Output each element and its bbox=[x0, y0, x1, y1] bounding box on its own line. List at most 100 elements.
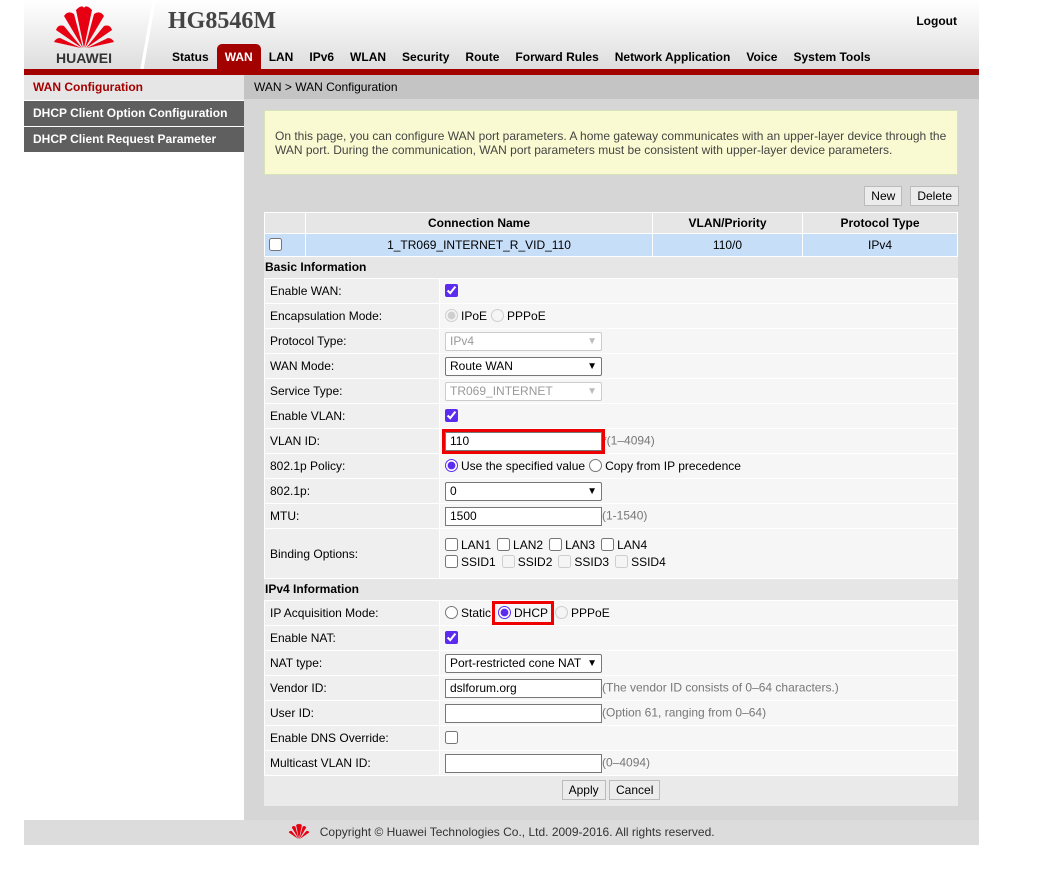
form-row-binding-options: Binding Options: LAN1 LAN2 LAN3 LAN4 SSID1 SSI… bbox=[264, 528, 958, 579]
binding-label: SSID2 bbox=[517, 555, 553, 569]
radio-button[interactable] bbox=[445, 606, 458, 619]
binding-ssid4[interactable]: SSID4 bbox=[615, 555, 666, 569]
divider bbox=[136, 0, 160, 70]
encapsulation-mode-option-ipoe[interactable]: IPoE bbox=[445, 309, 487, 323]
tab-route[interactable]: Route bbox=[465, 50, 500, 64]
binding-options-label: Binding Options: bbox=[264, 528, 440, 579]
encapsulation-mode-value: IPoE PPPoE bbox=[439, 303, 958, 329]
802-1p-policy-label: 802.1p Policy: bbox=[264, 453, 440, 479]
tab-voice[interactable]: Voice bbox=[746, 50, 778, 64]
tab-system-tools[interactable]: System Tools bbox=[793, 50, 871, 64]
nav-underline bbox=[24, 69, 979, 75]
column-header: Protocol Type bbox=[802, 212, 958, 234]
wan-mode-select[interactable]: Route WAN ▼ bbox=[445, 356, 602, 376]
logout-link[interactable]: Logout bbox=[916, 14, 957, 28]
802-1p-policy-option-use-the-specified-value[interactable]: Use the specified value bbox=[445, 459, 585, 473]
binding-checkbox[interactable] bbox=[497, 538, 511, 551]
binding-checkbox[interactable] bbox=[558, 555, 572, 568]
multicast-vlan-id-input[interactable] bbox=[445, 753, 602, 773]
vlan-id-input[interactable]: 110 bbox=[442, 428, 605, 454]
802-1p-value: 0 ▼ bbox=[439, 478, 958, 504]
binding-ssid1[interactable]: SSID1 bbox=[445, 555, 496, 569]
tab-lan[interactable]: LAN bbox=[268, 50, 294, 64]
radio-button[interactable] bbox=[498, 606, 512, 619]
copyright: Copyright © Huawei Technologies Co., Ltd… bbox=[319, 825, 715, 839]
sidebar: WAN Configuration DHCP Client Option Conf… bbox=[24, 75, 244, 820]
binding-lan3[interactable]: LAN3 bbox=[549, 538, 595, 552]
tab-security[interactable]: Security bbox=[402, 50, 450, 64]
option-label: Copy from IP precedence bbox=[605, 459, 741, 473]
service-type-select[interactable]: TR069_INTERNET ▼ bbox=[445, 381, 602, 401]
option-label: Use the specified value bbox=[461, 459, 586, 473]
binding-ssid2[interactable]: SSID2 bbox=[501, 555, 553, 569]
form-row-vendor-id: Vendor ID: dslforum.org (The vendor ID con… bbox=[264, 675, 958, 701]
radio-button[interactable] bbox=[491, 309, 505, 322]
form-row-mtu: MTU: 1500 (1-1540) bbox=[264, 503, 958, 529]
binding-label: SSID4 bbox=[631, 555, 666, 569]
ip-acquisition-mode-option-static[interactable]: Static bbox=[445, 606, 491, 620]
user-id-value: (Option 61, ranging from 0–64) bbox=[439, 700, 958, 726]
radio-button[interactable] bbox=[445, 459, 458, 472]
multicast-vlan-id-label: Multicast VLAN ID: bbox=[264, 750, 440, 776]
enable-vlan-checkbox[interactable] bbox=[445, 409, 458, 422]
protocol-type-select[interactable]: IPv4 ▼ bbox=[445, 331, 602, 351]
sidebar-item-dhcp-client-request-parameter[interactable]: DHCP Client Request Parameter bbox=[24, 127, 244, 153]
new-button[interactable]: New bbox=[864, 186, 903, 206]
enable-nat-checkbox[interactable] bbox=[445, 631, 458, 644]
binding-label: SSID1 bbox=[461, 555, 496, 569]
user-id-input[interactable] bbox=[445, 703, 602, 723]
binding-checkbox[interactable] bbox=[615, 555, 629, 568]
encapsulation-mode-label: Encapsulation Mode: bbox=[264, 303, 440, 329]
binding-checkbox[interactable] bbox=[445, 538, 458, 551]
radio-button[interactable] bbox=[555, 606, 569, 619]
tab-status[interactable]: Status bbox=[172, 50, 209, 64]
cancel-button[interactable]: Cancel bbox=[609, 780, 661, 800]
info-box: On this page, you can configure WAN port… bbox=[264, 110, 958, 175]
selected-option: Route WAN bbox=[450, 358, 513, 373]
encapsulation-mode-option-pppoe[interactable]: PPPoE bbox=[491, 309, 546, 323]
radio-button[interactable] bbox=[445, 309, 458, 322]
connection-name[interactable]: 1_TR069_INTERNET_R_VID_110 bbox=[305, 233, 653, 257]
tab-network-application[interactable]: Network Application bbox=[614, 50, 731, 64]
tab-ipv6[interactable]: IPv6 bbox=[309, 50, 335, 64]
enable-nat-value bbox=[439, 625, 958, 651]
lan-bindings: LAN1 LAN2 LAN3 LAN4 bbox=[445, 538, 952, 552]
802-1p-select[interactable]: 0 ▼ bbox=[445, 481, 602, 501]
802-1p-policy-option-copy-from-ip-precedence[interactable]: Copy from IP precedence bbox=[589, 459, 741, 473]
tab-wlan[interactable]: WLAN bbox=[350, 50, 387, 64]
sidebar-item-dhcp-client-option-configuration[interactable]: DHCP Client Option Configuration bbox=[24, 101, 244, 127]
enable-dns-override-checkbox[interactable] bbox=[445, 731, 458, 744]
delete-button[interactable]: Delete bbox=[910, 186, 959, 206]
row-checkbox[interactable] bbox=[269, 238, 282, 251]
binding-checkbox[interactable] bbox=[549, 538, 563, 551]
column-header: VLAN/Priority bbox=[652, 212, 803, 234]
vendor-id-input[interactable]: dslforum.org bbox=[445, 678, 602, 698]
sidebar-item-wan-configuration[interactable]: WAN Configuration bbox=[24, 75, 244, 101]
tab-forward-rules[interactable]: Forward Rules bbox=[515, 50, 599, 64]
ip-acquisition-mode-option-dhcp[interactable]: DHCP bbox=[492, 601, 555, 625]
enable-dns-override-label: Enable DNS Override: bbox=[264, 725, 440, 751]
mtu-input[interactable]: 1500 bbox=[445, 506, 602, 526]
binding-lan2[interactable]: LAN2 bbox=[497, 538, 543, 552]
radio-button[interactable] bbox=[589, 459, 603, 472]
binding-checkbox[interactable] bbox=[445, 555, 458, 568]
section-title: Basic Information bbox=[264, 257, 958, 278]
option-label: PPPoE bbox=[571, 606, 610, 620]
option-label: Static bbox=[461, 606, 492, 620]
protocol-type-value: IPv4 ▼ bbox=[439, 328, 958, 354]
binding-lan4[interactable]: LAN4 bbox=[601, 538, 647, 552]
apply-button[interactable]: Apply bbox=[561, 780, 606, 800]
form-row-enable-dns-override: Enable DNS Override: bbox=[264, 725, 958, 751]
binding-checkbox[interactable] bbox=[601, 538, 615, 551]
ip-acquisition-mode-option-pppoe[interactable]: PPPoE bbox=[555, 606, 610, 620]
binding-ssid3[interactable]: SSID3 bbox=[558, 555, 609, 569]
chevron-down-icon: ▼ bbox=[587, 657, 597, 669]
tab-wan[interactable]: WAN bbox=[216, 44, 261, 70]
select-column bbox=[264, 212, 306, 234]
table-row[interactable]: 1_TR069_INTERNET_R_VID_110 110/0 IPv4 bbox=[264, 233, 958, 257]
nat-type-select[interactable]: Port-restricted cone NAT ▼ bbox=[445, 653, 602, 673]
binding-checkbox[interactable] bbox=[501, 555, 515, 568]
enable-wan-checkbox[interactable] bbox=[445, 284, 458, 297]
binding-label: LAN3 bbox=[565, 538, 596, 552]
binding-lan1[interactable]: LAN1 bbox=[445, 538, 491, 552]
